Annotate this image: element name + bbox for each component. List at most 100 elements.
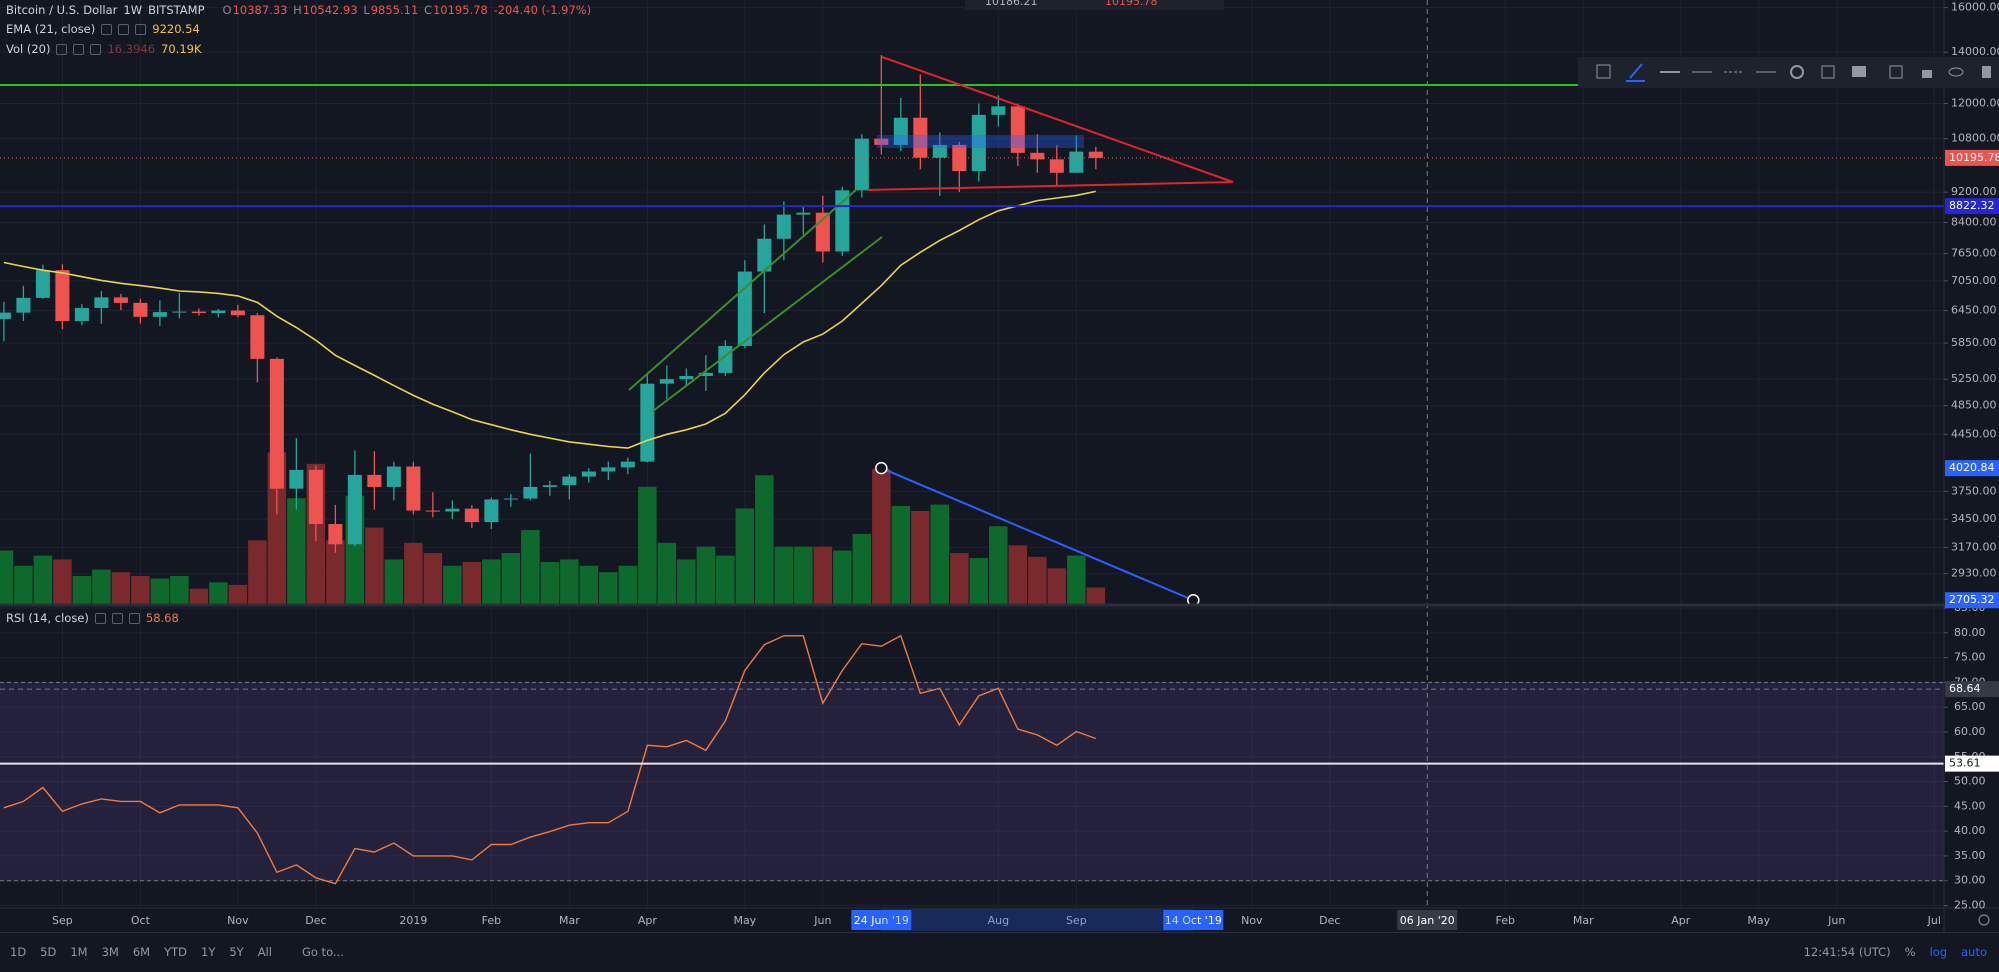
rsi-label[interactable]: RSI (14, close): [6, 611, 89, 625]
template-tool[interactable]: [1852, 66, 1866, 77]
vol-value: 70.19K: [161, 42, 202, 56]
icon[interactable]: [111, 612, 123, 624]
icon[interactable]: [73, 43, 85, 55]
axis-marker-label: 68.64: [1949, 682, 1981, 695]
range-buttons: 1D 5D 1M 3M 6M YTD 1Y 5Y All Go to...: [10, 945, 344, 959]
y-tick-label: 7650.00: [1951, 247, 1997, 260]
y-tick-label: 3750.00: [1951, 484, 1997, 497]
quote-bid: 10186.21: [985, 0, 1038, 8]
rsi-line: [3, 634, 1097, 885]
rsi-tick-label: 30.00: [1954, 874, 1986, 887]
symbol[interactable]: Bitcoin / U.S. Dollar: [6, 3, 118, 17]
grid: [0, 0, 1944, 908]
candle-body: [328, 524, 343, 545]
lock-tool[interactable]: [1922, 70, 1932, 78]
ema-value: 9220.54: [152, 22, 200, 36]
range-button[interactable]: 5D: [40, 945, 57, 959]
volume: [0, 452, 1106, 604]
vol-label[interactable]: Vol (20): [6, 42, 51, 56]
channel-lower: [652, 236, 883, 412]
high-value: 10542.93: [302, 3, 358, 17]
candle-body: [347, 474, 362, 545]
x-tick-label: Nov: [227, 914, 249, 927]
high-label: H: [293, 3, 302, 17]
axis-marker-label: 10195.78: [1949, 151, 1999, 164]
pen-tool[interactable]: [1629, 63, 1643, 79]
volume-bar: [540, 561, 560, 604]
icon[interactable]: [135, 23, 147, 35]
volume-bar: [852, 533, 872, 604]
goto-button[interactable]: Go to...: [301, 945, 344, 959]
volume-bar: [930, 504, 950, 604]
time-marker-box: [851, 910, 912, 930]
x-tick-label: Mar: [559, 914, 580, 927]
volume-bar: [618, 565, 638, 604]
triangle-top: [881, 56, 1234, 183]
candle-body: [776, 214, 791, 239]
low-value: 9855.11: [370, 3, 419, 17]
price-pane: [0, 55, 1103, 553]
axis-marker-label: 4020.84: [1949, 461, 1995, 474]
bottom-toolbar: 1D 5D 1M 3M 6M YTD 1Y 5Y All Go to... 12:41:54 (U…: [0, 932, 1999, 972]
candle-body: [1069, 151, 1084, 173]
candle-body: [191, 311, 206, 314]
visibility-tool[interactable]: [1948, 67, 1964, 77]
x-tick-label: Jul: [1927, 914, 1941, 927]
volume-bar: [131, 575, 150, 604]
range-button[interactable]: 1D: [10, 945, 27, 959]
settings-tool[interactable]: [1790, 65, 1804, 79]
candle-body: [757, 238, 772, 272]
range-button[interactable]: 6M: [132, 945, 151, 959]
range-button[interactable]: 1M: [70, 945, 88, 959]
candle-body: [932, 144, 947, 158]
interval[interactable]: 1W: [123, 3, 143, 17]
icon[interactable]: [56, 43, 68, 55]
x-tick-label: Jun: [1827, 914, 1845, 927]
y-tick-label: 5850.00: [1951, 336, 1997, 349]
auto-toggle[interactable]: auto: [1961, 945, 1987, 959]
range-button[interactable]: YTD: [164, 945, 187, 959]
alert-tool[interactable]: [1821, 65, 1835, 79]
volume-bar: [1028, 556, 1047, 604]
x-tick-label: Jun: [813, 914, 831, 927]
rsi-tick-label: 80.00: [1954, 626, 1986, 639]
volume-bar: [677, 559, 696, 604]
select-tool[interactable]: [1596, 64, 1611, 79]
icon[interactable]: [118, 23, 130, 35]
volume-bar: [794, 546, 813, 604]
highlight-box: [877, 135, 1084, 148]
rsi-tick-label: 75.00: [1954, 651, 1986, 664]
y-tick-label: 4850.00: [1951, 399, 1997, 412]
candle-body: [230, 310, 245, 316]
log-toggle[interactable]: log: [1929, 945, 1948, 959]
candle-body: [796, 212, 811, 215]
candle-body: [94, 297, 109, 308]
volume-bar: [14, 565, 33, 604]
delete-tool[interactable]: [1982, 66, 1991, 78]
icon[interactable]: [101, 23, 113, 35]
icon[interactable]: [128, 612, 140, 624]
x-tick-label: May: [733, 914, 756, 927]
axes: Sep Oct Nov Dec 2019 Feb Mar Apr May Jun Aug Sep Nov…: [52, 1, 1999, 931]
range-button[interactable]: 5Y: [229, 945, 244, 959]
axis-settings[interactable]: [1978, 914, 1990, 926]
ema-label[interactable]: EMA (21, close): [6, 22, 96, 36]
candle-body: [484, 499, 499, 523]
rsi-tick-label: 50.00: [1954, 775, 1986, 788]
range-button[interactable]: 1Y: [201, 945, 216, 959]
range-button[interactable]: All: [257, 945, 272, 959]
open-value: 10387.33: [232, 3, 288, 17]
axis-marker: [1945, 460, 1999, 477]
candle-body: [835, 190, 850, 252]
y-tick-label: 5250.00: [1951, 372, 1997, 385]
candle-body: [55, 270, 70, 322]
icon[interactable]: [90, 43, 102, 55]
candle-body: [581, 471, 596, 477]
range-button[interactable]: 3M: [101, 945, 119, 959]
candle-body: [874, 138, 889, 145]
percent-toggle[interactable]: %: [1904, 945, 1916, 959]
candle-body: [152, 312, 167, 317]
clone-tool[interactable]: [1889, 65, 1903, 79]
icon[interactable]: [94, 612, 106, 624]
y-tick-label: 3450.00: [1951, 512, 1997, 525]
